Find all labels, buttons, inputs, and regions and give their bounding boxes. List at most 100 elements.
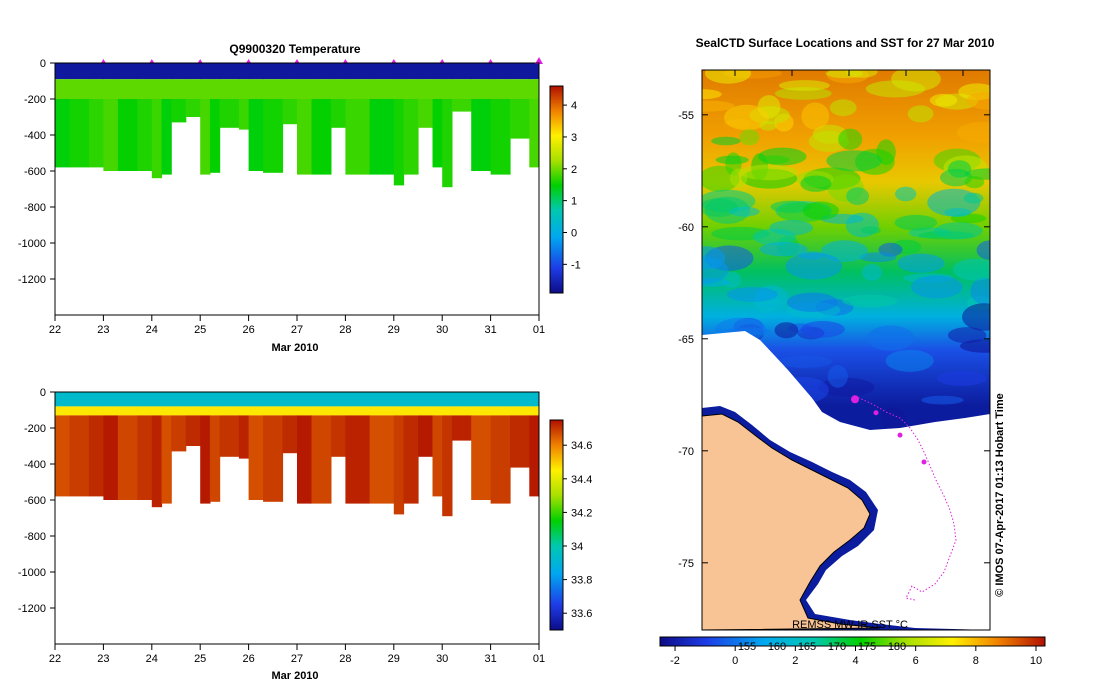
sst-patch — [825, 70, 863, 79]
sst-patch — [774, 87, 832, 100]
sst-colorbar — [659, 636, 1046, 647]
sst-patch — [702, 256, 729, 285]
sst-patch — [801, 102, 830, 130]
sst-patch — [929, 93, 958, 107]
map-latitude-axis: -55 -60 -65 -70 -75 — [678, 70, 990, 570]
profile-cell — [311, 79, 332, 99]
sst-patch — [827, 365, 848, 388]
map-y-tick-label: -60 — [678, 222, 694, 234]
profile-cell — [297, 79, 313, 99]
profile-cell — [55, 392, 71, 407]
map-field — [702, 70, 990, 630]
colorbar-tick-label: 3 — [571, 132, 577, 144]
profile-cell — [200, 63, 211, 80]
profile-cell — [200, 406, 211, 416]
profile-cell — [137, 392, 153, 407]
profile-cell — [209, 99, 221, 173]
profile-cell — [103, 79, 119, 99]
longitude-tick-label: 155 — [738, 641, 756, 653]
sst-patch — [729, 206, 760, 217]
colorbar-tick-label: 34.2 — [571, 507, 592, 519]
profile-cell — [88, 392, 104, 407]
profile-cell — [103, 99, 119, 171]
profile-cell — [151, 99, 163, 179]
profile-cell — [311, 415, 332, 504]
profile-cell — [403, 415, 419, 504]
sst-patch — [962, 303, 990, 331]
profile-cell — [282, 79, 298, 99]
profile-cell — [510, 63, 530, 80]
x-tick-label: 30 — [436, 324, 448, 336]
profile-cell — [490, 392, 511, 407]
profile-cell — [171, 79, 187, 99]
map-title: SealCTD Surface Locations and SST for 27… — [696, 36, 995, 50]
profile-cell — [151, 392, 163, 407]
profile-cell — [282, 415, 298, 454]
sst-patch — [779, 80, 830, 91]
sst-colorbar-tick-label: -2 — [670, 655, 680, 667]
profile-cell — [442, 79, 453, 99]
longitude-tick-label: 165 — [798, 641, 816, 653]
x-tick-label: 29 — [388, 324, 400, 336]
sst-patch — [952, 258, 990, 281]
longitude-tick-label: 160 — [768, 641, 786, 653]
surface-marker — [197, 59, 203, 63]
profile-cell — [330, 415, 346, 457]
profile-cell — [209, 79, 221, 99]
sst-patch — [885, 349, 934, 372]
profile-cell — [510, 99, 530, 139]
profile-cell — [151, 79, 163, 99]
profile-cell — [117, 406, 138, 416]
profile-cell — [171, 406, 187, 416]
profile-cell — [418, 99, 434, 128]
sst-patch — [770, 200, 812, 213]
sst-patch — [862, 263, 882, 281]
sst-patch — [880, 407, 906, 432]
profile-cell — [137, 415, 153, 500]
map-y-tick-label: -70 — [678, 446, 694, 458]
profile-cell — [510, 392, 530, 407]
profile-cell — [369, 406, 395, 416]
sst-colorbar-tick-label: 4 — [852, 655, 858, 667]
sst-patch — [759, 242, 808, 257]
profile-cell — [330, 63, 346, 80]
profile-cell — [490, 406, 511, 416]
salinity-x-axis-label: Mar 2010 — [271, 670, 318, 682]
profile-cell — [471, 99, 492, 171]
profile-cell — [418, 392, 434, 407]
surface-marker — [488, 59, 494, 63]
sst-patch — [739, 129, 760, 146]
sst-patch — [894, 214, 938, 231]
profile-cell — [418, 63, 434, 80]
profile-cell — [238, 99, 250, 130]
profile-cell — [451, 415, 472, 441]
salinity-section-panel: 0 -200 -400 -600 -800 -1000 -1200 22 23 24 25 26 27… — [18, 387, 593, 682]
profile-surface-markers — [100, 57, 543, 64]
profile-cell — [451, 406, 472, 416]
profile-cell — [403, 392, 419, 407]
credit-text: © IMOS 07-Apr-2017 01:13 Hobart Time — [994, 393, 1006, 597]
x-tick-label: 24 — [146, 324, 158, 336]
profile-cell — [471, 63, 492, 80]
x-tick-label: 26 — [242, 324, 254, 336]
profile-cell — [432, 406, 443, 416]
sst-patch — [752, 228, 796, 246]
profile-cell — [263, 79, 284, 99]
profile-cell — [345, 406, 371, 416]
profile-cell — [137, 99, 153, 171]
profile-cell — [117, 415, 138, 500]
sst-patch — [702, 89, 722, 100]
profile-cell — [151, 63, 163, 80]
profile-cell — [209, 415, 221, 502]
profile-cell — [418, 406, 434, 416]
y-tick-label: -1200 — [18, 274, 46, 286]
salinity-colorbar-ticks: 34.6 34.4 34.2 34 33.8 33.6 — [563, 440, 592, 620]
profile-cell — [393, 406, 405, 416]
sst-patch — [921, 395, 964, 405]
sst-colorbar-tick-label: 6 — [913, 655, 919, 667]
profile-cell — [88, 406, 104, 416]
track-position-marker — [921, 459, 927, 465]
profile-cell — [471, 406, 492, 416]
profile-cell — [297, 406, 313, 416]
profile-cell — [88, 63, 104, 80]
